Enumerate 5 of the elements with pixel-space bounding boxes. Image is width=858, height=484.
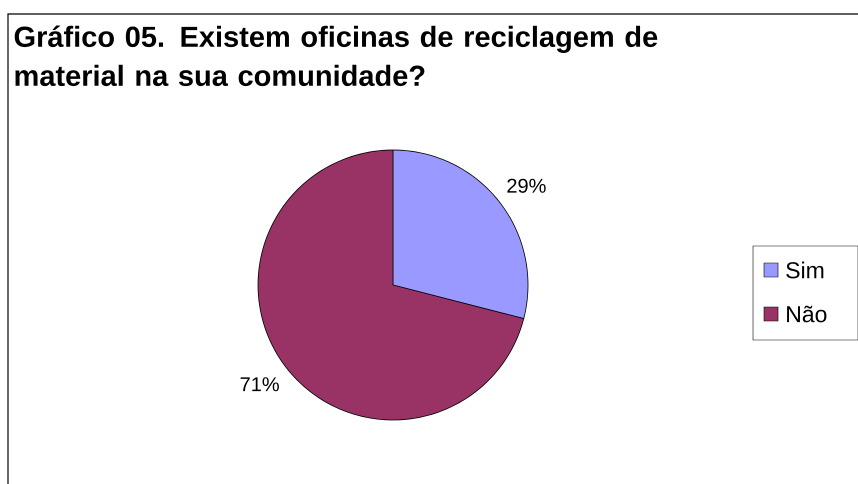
legend-label: Sim (786, 262, 824, 278)
data-label: 71% (240, 377, 279, 392)
legend-label: Não (787, 306, 826, 322)
chart-title: Gráfico 05. Existem oficinas de reciclagem de material na sua comunidade? (14, 26, 658, 86)
data-label: 29% (507, 178, 546, 193)
